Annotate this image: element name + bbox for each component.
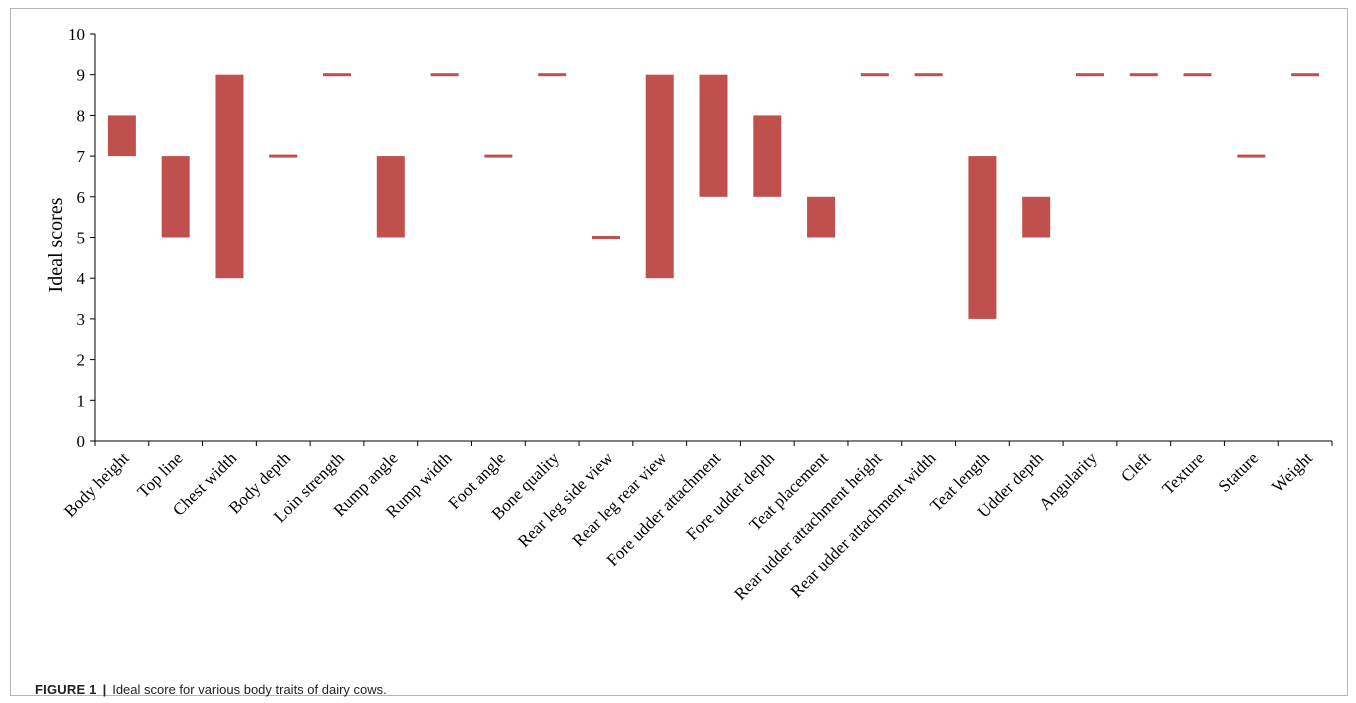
range-bar bbox=[215, 74, 244, 279]
range-bar bbox=[1291, 73, 1320, 77]
range-bar bbox=[323, 73, 352, 77]
range-bar bbox=[753, 115, 782, 197]
range-bar bbox=[269, 154, 298, 158]
range-bar bbox=[591, 236, 620, 239]
range-bar bbox=[807, 196, 836, 238]
x-category-label: Cleft bbox=[1117, 448, 1155, 486]
range-bar bbox=[1022, 196, 1051, 238]
range-bar bbox=[484, 154, 513, 158]
figure-caption: FIGURE 1 | Ideal score for various body tr… bbox=[35, 682, 387, 697]
y-tick-label: 3 bbox=[77, 310, 86, 329]
y-tick-label: 8 bbox=[77, 106, 86, 125]
range-bar bbox=[376, 156, 405, 238]
x-category-label: Body height bbox=[60, 448, 133, 521]
range-bar bbox=[860, 73, 889, 77]
x-category-label: Rear leg side view bbox=[514, 448, 617, 551]
range-bar bbox=[645, 74, 674, 279]
range-bar bbox=[430, 73, 459, 77]
x-category-label: Top line bbox=[134, 448, 187, 501]
x-category-label: Stature bbox=[1215, 448, 1262, 495]
y-tick-label: 10 bbox=[68, 25, 85, 44]
range-bar bbox=[1129, 73, 1158, 77]
range-bar bbox=[538, 73, 567, 77]
y-tick-label: 4 bbox=[77, 269, 86, 288]
x-category-label: Rear leg rear view bbox=[569, 448, 671, 550]
range-bar bbox=[699, 74, 728, 197]
y-tick-label: 7 bbox=[77, 147, 86, 166]
caption-text: Ideal score for various body traits of d… bbox=[112, 682, 387, 697]
x-category-label: Weight bbox=[1268, 448, 1316, 496]
range-bar bbox=[1183, 73, 1212, 77]
x-category-label: Texture bbox=[1158, 448, 1208, 498]
figure-label: FIGURE 1 bbox=[35, 682, 97, 697]
y-tick-label: 6 bbox=[77, 188, 86, 207]
y-axis-title: Ideal scores bbox=[45, 197, 67, 292]
y-tick-label: 9 bbox=[77, 66, 86, 85]
y-tick-label: 5 bbox=[77, 229, 86, 248]
caption-separator: | bbox=[102, 682, 107, 697]
y-tick-label: 1 bbox=[77, 391, 86, 410]
range-bar bbox=[968, 156, 997, 319]
range-bar bbox=[914, 73, 943, 77]
range-bar bbox=[1075, 73, 1104, 77]
x-category-label: Angularity bbox=[1035, 448, 1101, 514]
range-bar bbox=[161, 156, 190, 238]
y-tick-label: 2 bbox=[77, 351, 86, 370]
range-bar bbox=[107, 115, 136, 157]
range-bar bbox=[1237, 154, 1266, 158]
figure-panel: 0 1 2 3 4 5 6 7 8 9 10 Body height Top line Chest wid… bbox=[10, 8, 1348, 697]
y-tick-label: 0 bbox=[77, 432, 86, 451]
